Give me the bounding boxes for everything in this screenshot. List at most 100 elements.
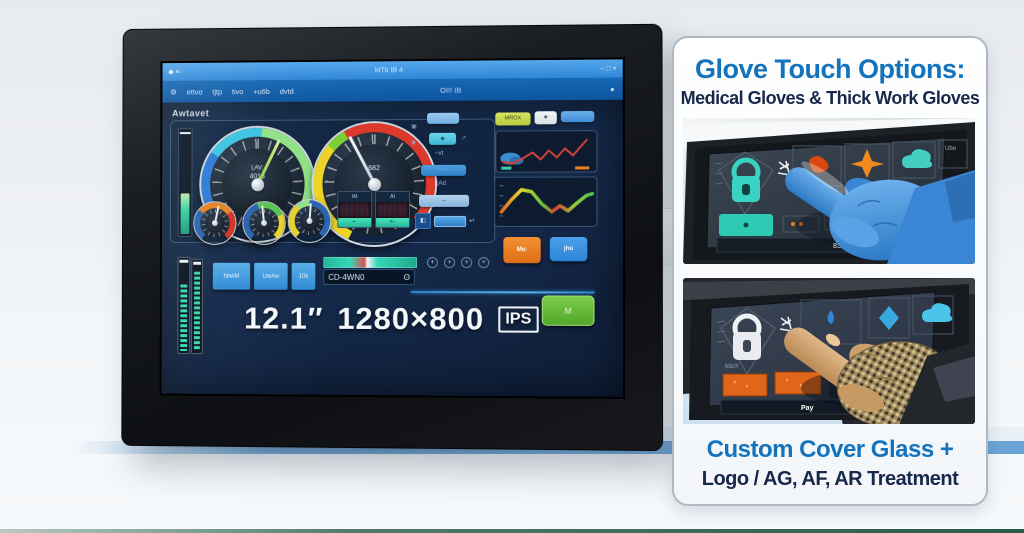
menu-item-4[interactable]: +u6b [253, 86, 270, 96]
status-2-screen [376, 201, 409, 219]
level-bar-2[interactable] [190, 258, 204, 355]
group-label: NSUY [725, 364, 740, 370]
info-tile-label: Ubo [945, 146, 957, 152]
photo-medical-glove: Ubo 8S: [683, 118, 975, 264]
bottom-button-2[interactable]: UwAw [254, 262, 288, 290]
glove-touch-info-card: Glove Touch Options: Medical Gloves & Th… [672, 36, 988, 506]
scribble-icon [777, 160, 791, 176]
status-1-bar[interactable]: +· [338, 218, 372, 228]
lock-icon [732, 313, 762, 360]
pen-icon[interactable]: ↗ [461, 135, 467, 142]
grid-icon[interactable]: ▣ [411, 123, 417, 131]
device-id-input[interactable]: CD-4WN0 ʘ [323, 268, 415, 286]
monitor-screen: ◆ ≡ · MTb IB 4· – □ × ⚙ ettvo tjtp tivo … [161, 59, 624, 397]
status-1-screen [338, 202, 372, 219]
gauge-right-value: 682 [368, 165, 380, 173]
mid-button-2[interactable]: ◈ [429, 132, 457, 145]
dot-indicator[interactable]: + [426, 257, 438, 269]
titlebar-title: MTb IB 4· [374, 66, 406, 74]
screen-size-text: 12.1″ [244, 300, 324, 336]
bottom-button-1[interactable]: hhwM [212, 262, 251, 290]
diamond-icon [879, 306, 899, 330]
tile-2 [868, 297, 910, 339]
mini-gauge-2 [242, 201, 286, 245]
mini-slider-widget[interactable]: ◧ ↵ [414, 212, 476, 229]
status-display-1: IM +· [337, 191, 373, 229]
drop-icon [827, 310, 834, 324]
orange-key-2 [774, 371, 822, 395]
level-slider[interactable] [177, 128, 193, 237]
photo-work-glove: NSUY Pay [683, 278, 975, 424]
mid-label-1: ~vt [435, 150, 444, 157]
tile-3 [912, 295, 954, 335]
mid-button-4[interactable]: – [418, 194, 470, 207]
trend-chart-multicolor [494, 176, 598, 227]
menu-item-5[interactable]: dvtd [279, 86, 294, 96]
level-bar-1[interactable] [177, 256, 191, 355]
multicolor-trend-line [501, 190, 592, 212]
white-mode-button[interactable]: ◈ [534, 111, 557, 125]
bottom-button-3[interactable]: 10k [291, 262, 316, 290]
window-controls[interactable]: – □ × [600, 64, 617, 73]
menu-item-1[interactable]: ettvo [186, 87, 203, 97]
card-footer-subtitle: Logo / AG, AF, AR Treatment [701, 468, 959, 490]
orange-key-1 [722, 373, 768, 397]
gauge-left-label: LAV: [251, 165, 264, 172]
cloud-icon [922, 303, 953, 322]
menu-item-3[interactable]: tivo [231, 86, 244, 96]
tile-3 [892, 141, 936, 179]
mini-gauge-3 [287, 199, 332, 243]
widget-arrow-icon: ↵ [469, 217, 476, 225]
lock-icon [731, 157, 761, 202]
spec-headline: 12.1″ 1280×800 IPS [244, 300, 539, 338]
blue-mode-button[interactable] [560, 110, 595, 123]
ips-badge: IPS [498, 306, 539, 333]
card-subtitle: Medical Gloves & Thick Work Gloves [680, 88, 980, 108]
input-icon[interactable]: ʘ [403, 272, 410, 282]
mini-gauge-1 [193, 201, 237, 245]
pay-label: Pay [801, 405, 814, 412]
mid-label-2: |Ad [437, 180, 446, 187]
dot-indicator[interactable]: + [478, 257, 490, 269]
info-tile [938, 139, 968, 169]
dot-indicator[interactable]: + [461, 257, 473, 269]
trend-chart-red [495, 130, 598, 173]
brand-logo: Awtavet [172, 108, 210, 119]
mid-button-3[interactable]: ····· [421, 164, 467, 176]
status-1-header: IM [338, 192, 372, 203]
menubar-status: OI!! IB [440, 85, 462, 95]
mid-button-1[interactable] [427, 112, 460, 124]
titlebar-app-icons: ◆ ≡ · [168, 68, 184, 76]
target-icon[interactable]: ◉ [411, 139, 417, 146]
card-title: Glove Touch Options: [695, 54, 966, 84]
yellow-mode-button[interactable]: MROX [495, 112, 531, 126]
gear-icon[interactable]: ⚙ [170, 87, 177, 97]
widget-slider-bar[interactable] [433, 215, 467, 227]
dot-indicator-row: + + + + [426, 257, 490, 269]
resolution-text: 1280×800 [337, 300, 485, 337]
dot-indicator[interactable]: + [443, 257, 456, 269]
cloud-icon [902, 149, 933, 168]
teal-progress-bar [323, 256, 417, 269]
panel-pc-monitor: ◆ ≡ · MTb IB 4· – □ × ⚙ ettvo tjtp tivo … [121, 23, 664, 452]
app-menubar: ⚙ ettvo tjtp tivo +u6b dvtd OI!! IB ● [162, 77, 623, 103]
floor-edge-line [0, 529, 1024, 533]
status-2-header: AI [376, 191, 410, 203]
menu-item-2[interactable]: tjtp [212, 86, 223, 96]
status-display-2: AI <– [375, 190, 411, 229]
green-confirm-button[interactable]: M [541, 295, 595, 326]
flame-icon [809, 156, 829, 173]
widget-square[interactable]: ◧ [414, 212, 431, 229]
blue-action-button[interactable]: jhu [549, 237, 588, 262]
bar-label: 8S: [833, 243, 844, 250]
medical-glove-hand [785, 161, 975, 264]
star-icon [851, 149, 884, 178]
status-2-bar[interactable]: <– [376, 217, 409, 228]
work-glove-hand [784, 327, 975, 424]
orange-action-button[interactable]: Me: [503, 237, 541, 264]
device-id-value: CD-4WN0 [328, 272, 365, 282]
scribble-icon [779, 316, 793, 332]
menubar-right-icon[interactable]: ● [610, 84, 615, 94]
card-footer-title: Custom Cover Glass + [706, 436, 954, 463]
